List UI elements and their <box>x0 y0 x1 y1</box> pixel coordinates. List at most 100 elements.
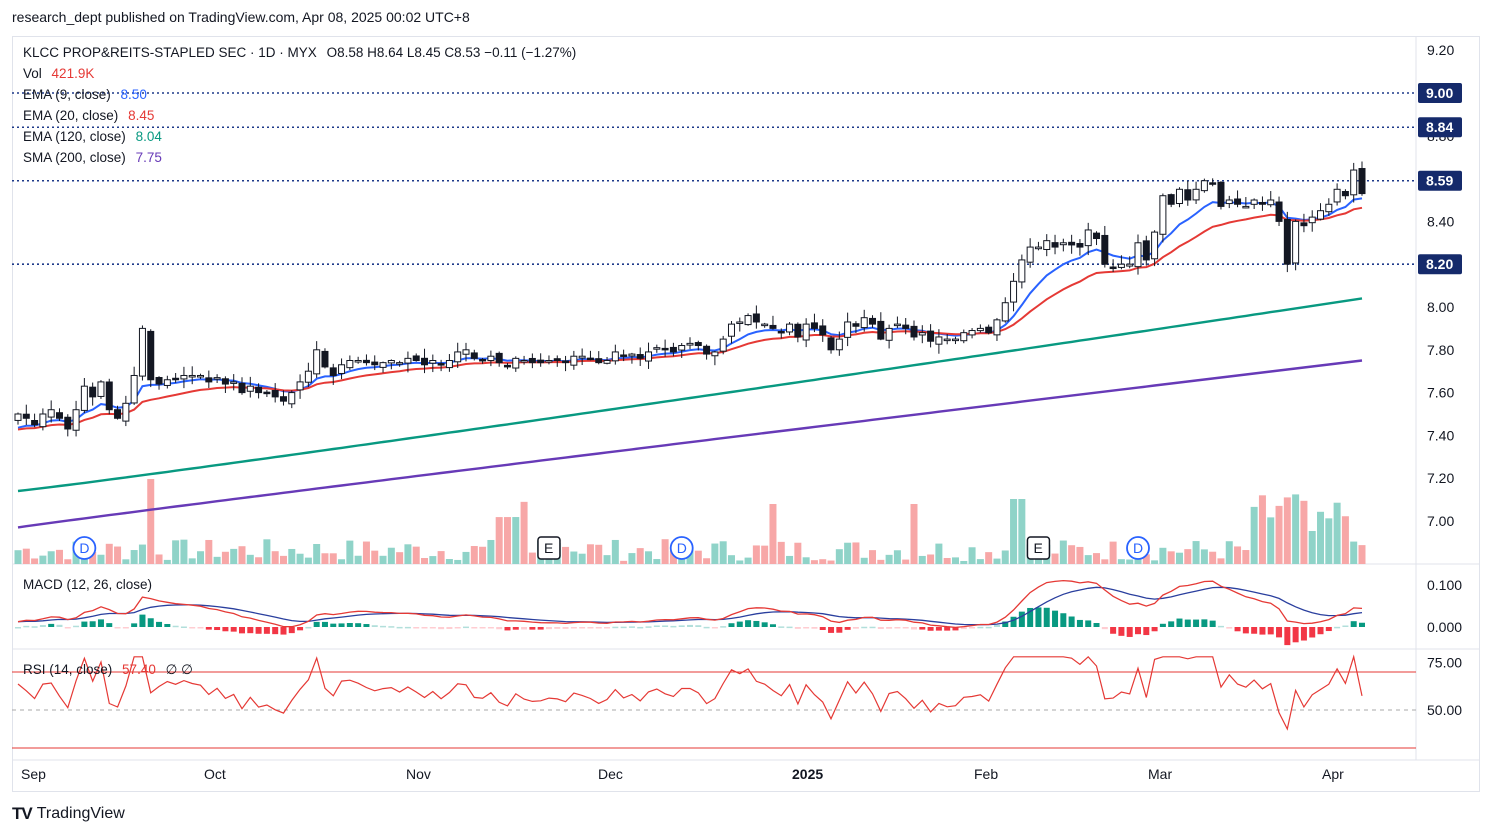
candle-body <box>1292 220 1300 264</box>
volume-bar <box>421 558 429 564</box>
macd-histogram-bar <box>247 627 254 634</box>
volume-bar <box>927 554 935 564</box>
volume-bar <box>429 556 437 564</box>
candle-body <box>246 385 254 392</box>
macd-histogram-bar <box>1184 619 1191 627</box>
volume-bar <box>860 557 868 564</box>
macd-histogram-bar <box>811 627 818 629</box>
volume-bar <box>736 560 744 564</box>
candle-body <box>1093 232 1101 240</box>
volume-bar <box>1001 550 1009 564</box>
macd-label: MACD (12, 26, close) <box>23 577 153 592</box>
price-tick-label: 7.60 <box>1427 385 1454 401</box>
macd-histogram-bar <box>554 627 561 629</box>
macd-histogram-bar <box>1085 620 1092 627</box>
price-level-box <box>1418 170 1462 191</box>
macd-histogram-bar <box>1334 626 1341 629</box>
candle-body <box>1225 199 1233 205</box>
candle-body <box>387 360 395 364</box>
candle-body <box>14 413 22 421</box>
macd-signal-line <box>17 586 1363 626</box>
candle-body <box>819 325 827 336</box>
candle-body <box>902 324 910 329</box>
candle-body <box>1308 216 1316 224</box>
volume-bar <box>47 551 55 564</box>
volume-bar <box>14 550 22 564</box>
ema120-legend: EMA (120, close) 8.04 <box>23 129 162 144</box>
candle-body <box>603 360 611 364</box>
macd-histogram-bar <box>745 620 752 627</box>
volume-bar <box>105 543 113 564</box>
candle-body <box>827 337 835 351</box>
candle-body <box>877 320 885 340</box>
macd-histogram-bar <box>64 627 71 629</box>
macd-histogram-bar <box>1217 625 1224 628</box>
price-tick-label: 7.20 <box>1427 470 1454 486</box>
candle-body <box>719 338 727 352</box>
volume-bar <box>172 540 180 564</box>
macd-histogram-bar <box>985 626 992 629</box>
macd-histogram-bar <box>305 626 312 629</box>
volume-bar <box>719 541 727 564</box>
macd-histogram-bar <box>1193 619 1200 627</box>
price-level-label: 8.84 <box>1426 119 1453 135</box>
candle-body <box>1117 263 1125 268</box>
macd-histogram-bar <box>1309 627 1316 638</box>
macd-histogram-bar <box>180 626 187 628</box>
macd-histogram-bar <box>89 621 96 627</box>
candle-body <box>503 364 511 368</box>
candle-body <box>1109 266 1117 270</box>
volume-bar <box>1084 555 1092 564</box>
candle-body <box>371 361 379 366</box>
volume-bar <box>147 479 155 564</box>
macd-histogram-bar <box>786 626 793 629</box>
macd-histogram-bar <box>263 627 270 634</box>
rsi-label: RSI (14, close) <box>23 662 113 677</box>
volume-bar <box>819 559 827 564</box>
candle-body <box>47 409 55 418</box>
candle-body <box>968 330 976 336</box>
volume-bar <box>1333 502 1341 564</box>
candle-body <box>213 377 221 380</box>
candle-body <box>1333 188 1341 203</box>
candle-body <box>927 330 935 342</box>
volume-bar <box>711 543 719 564</box>
candle-body <box>661 347 669 351</box>
macd-histogram-bar <box>147 618 154 627</box>
candle-body <box>1325 203 1333 213</box>
macd-histogram-bar <box>662 625 669 627</box>
macd-histogram-bar <box>695 625 702 627</box>
tradingview-brand: TradingView <box>36 805 125 822</box>
volume-bar <box>296 553 304 564</box>
macd-histogram-bar <box>587 627 594 629</box>
candle-body <box>130 374 138 404</box>
macd-histogram-bar <box>637 626 644 629</box>
ema120-value: 8.04 <box>135 129 162 144</box>
macd-histogram-bar <box>122 627 129 629</box>
volume-bar <box>578 553 586 564</box>
volume-bar <box>1051 553 1059 564</box>
candle-body <box>279 396 287 402</box>
macd-histogram-bar <box>537 627 544 630</box>
candle-body <box>586 357 594 361</box>
volume-bar <box>653 559 661 564</box>
macd-histogram-bar <box>1159 623 1166 627</box>
macd-histogram-bar <box>313 621 320 627</box>
candle-body <box>1184 189 1192 201</box>
volume-bar <box>1117 559 1125 564</box>
candle-body <box>404 357 412 364</box>
macd-histogram-bar <box>421 627 428 629</box>
candle-body <box>1101 234 1109 265</box>
rsi-tick-label: 50.00 <box>1427 702 1462 718</box>
candle-body <box>761 323 769 327</box>
candle-body <box>1051 242 1059 248</box>
candle-body <box>595 358 603 364</box>
ema20-label: EMA (20, close) <box>23 108 119 123</box>
volume-bar <box>230 548 238 564</box>
macd-histogram-bar <box>1035 607 1042 627</box>
candle-body <box>1341 191 1349 197</box>
price-tick-label: 7.40 <box>1427 427 1454 443</box>
macd-histogram-bar <box>272 627 279 635</box>
tradingview-footer[interactable]: TV TradingView <box>12 804 125 824</box>
